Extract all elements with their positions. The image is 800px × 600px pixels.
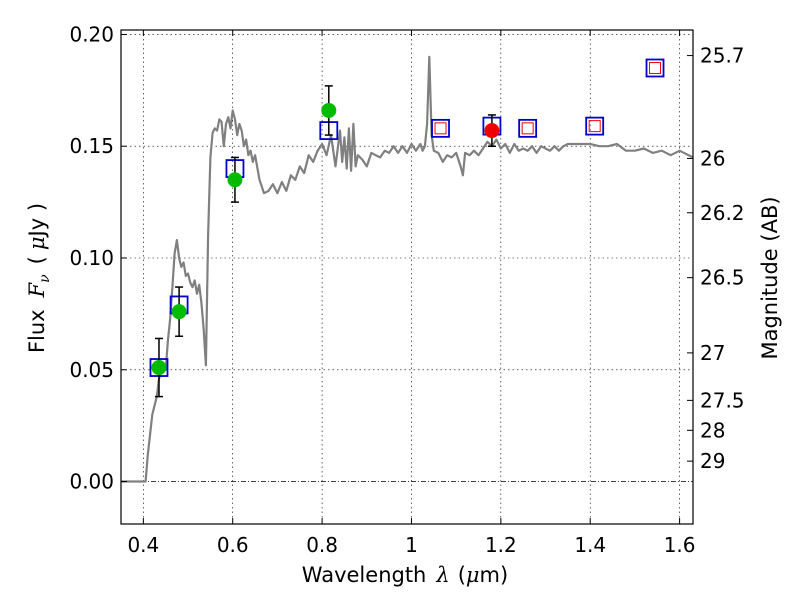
limit-square <box>649 62 662 74</box>
y2-tick-label: 27 <box>700 341 725 365</box>
y2-tick-label: 26 <box>700 146 725 170</box>
y-axis-label: FluxFν(μJy ) <box>25 203 53 353</box>
plot-background <box>121 30 693 524</box>
model-square <box>585 116 605 136</box>
x-tick-label: 1 <box>405 533 418 557</box>
observed-point <box>484 123 500 139</box>
limit-square <box>588 120 601 133</box>
model-square <box>431 118 450 138</box>
observed-point <box>151 360 167 376</box>
observed-point <box>227 172 243 188</box>
observed-point <box>321 102 337 118</box>
y-tick-label: 0.15 <box>69 134 114 158</box>
y2-tick-label: 26.2 <box>700 201 745 225</box>
y2-tick-label: 29 <box>700 449 725 473</box>
y2-axis-label: Magnitude (AB) <box>758 196 782 359</box>
model-square <box>518 118 538 138</box>
y-tick-label: 0.20 <box>69 22 114 46</box>
series-layer <box>121 55 693 483</box>
y2-tick-label: 28 <box>700 418 725 442</box>
x-tick-label: 1.6 <box>664 533 696 557</box>
limit-square <box>434 122 447 135</box>
x-tick-label: 0.4 <box>127 533 159 557</box>
y-tick-label: 0.05 <box>69 358 114 382</box>
y2-axis-ticks: 25.7 26 26.2 26.5 27 27.5 28 29 <box>687 44 745 473</box>
x-axis-label: Wavelength λ (μm) <box>302 563 508 587</box>
observed-point <box>171 304 187 320</box>
model-square <box>645 58 665 78</box>
x-tick-label: 0.6 <box>217 533 249 557</box>
y-tick-label: 0.10 <box>69 246 114 270</box>
y-tick-label: 0.00 <box>69 470 114 494</box>
spectrum-line <box>121 55 693 483</box>
x-axis-ticks: 0.4 0.6 0.8 1 1.2 1.4 1.6 <box>127 30 696 557</box>
y2-tick-label: 25.7 <box>700 44 745 68</box>
limit-square <box>521 122 534 135</box>
y2-tick-label: 27.5 <box>700 388 745 412</box>
x-tick-label: 1.2 <box>485 533 517 557</box>
y2-tick-label: 26.5 <box>700 266 745 290</box>
plot-frame <box>120 29 694 525</box>
x-tick-label: 0.8 <box>306 533 338 557</box>
y-axis-ticks: 0.00 0.05 0.10 0.15 0.20 <box>69 22 127 494</box>
x-tick-label: 1.4 <box>574 533 606 557</box>
